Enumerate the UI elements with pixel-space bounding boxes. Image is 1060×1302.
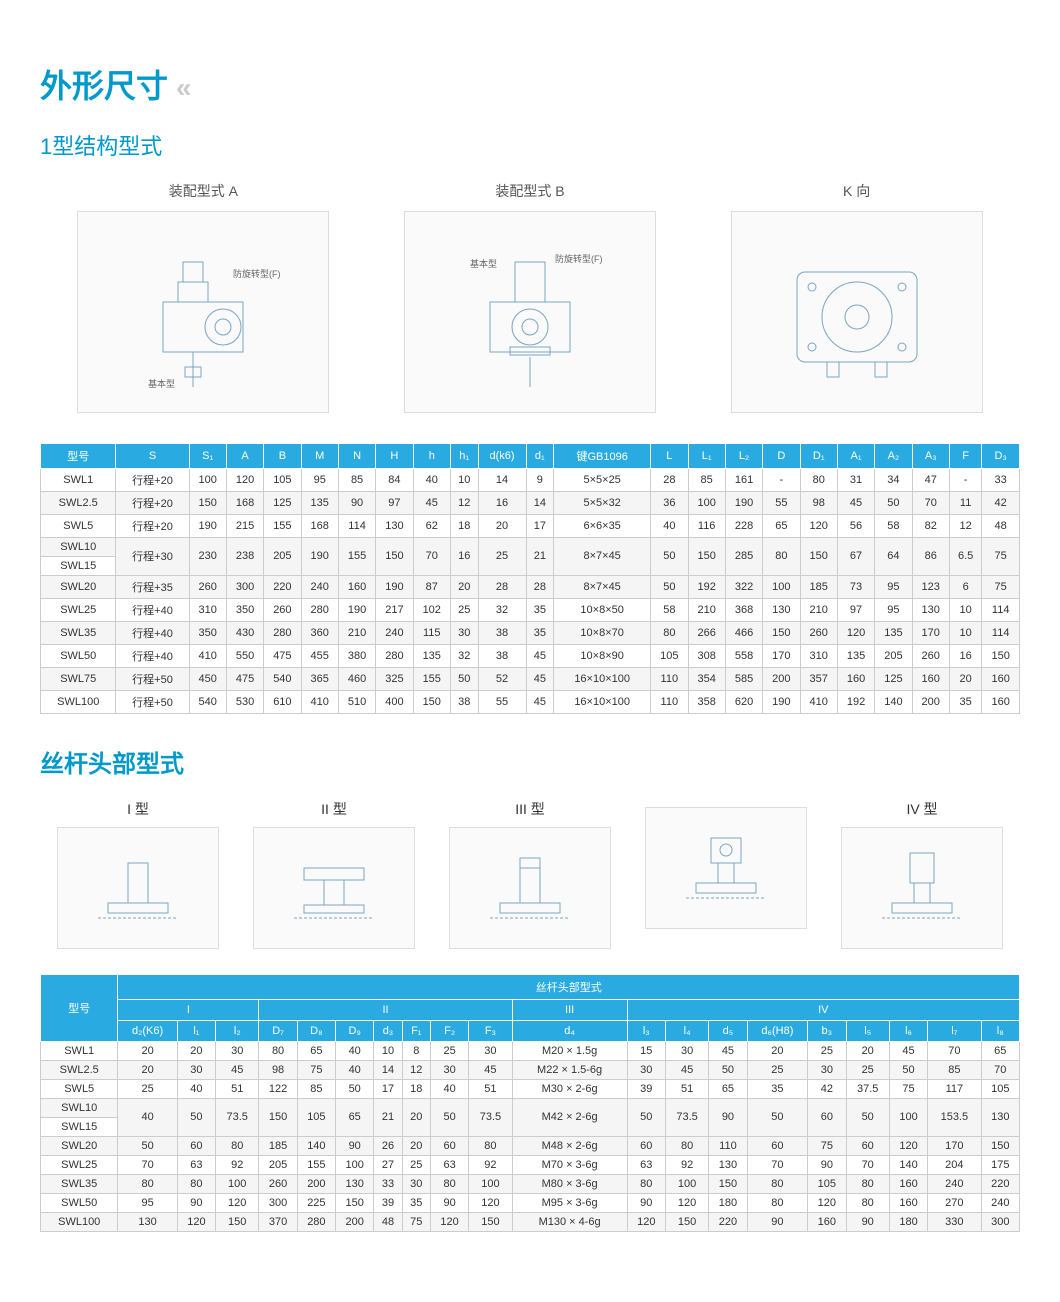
svg-text:防旋转型(F): 防旋转型(F) (233, 268, 281, 279)
t2-col-header: d₆(H8) (747, 1020, 808, 1041)
type-2-label: II 型 (253, 799, 415, 819)
diagram-k (731, 211, 983, 413)
t2-col-header: F₃ (469, 1020, 512, 1041)
table-row: SWL358080100260200130333080100M80 × 3-6g… (41, 1174, 1020, 1193)
t1-col-header: D₁ (800, 443, 837, 468)
t1-col-header: A (226, 443, 263, 468)
svg-text:基本型: 基本型 (148, 378, 175, 389)
t1-col-header: 型号 (41, 443, 116, 468)
table-row: SWL1行程+2010012010595858440101495×5×25288… (41, 468, 1020, 491)
t1-col-header: F (949, 443, 981, 468)
t2-col-header: l₈ (981, 1020, 1019, 1041)
type-4-label: IV 型 (841, 799, 1003, 819)
t2-col-header: d₃ (374, 1020, 402, 1041)
page-subtitle: 1型结构型式 (40, 129, 1020, 161)
t2-col-header: F₁ (402, 1020, 430, 1041)
t1-col-header: A₃ (912, 443, 949, 468)
t2-col-header: l₇ (928, 1020, 981, 1041)
diagram-b: 基本型 防旋转型(F) (404, 211, 656, 413)
diagram-a: 基本型 防旋转型(F) (77, 211, 329, 413)
t1-col-header: S (116, 443, 189, 468)
table-row: SWL5行程+20190215155168114130621820176×6×3… (41, 514, 1020, 537)
t2-col-header: l₄ (665, 1020, 708, 1041)
dimensions-table-1: 型号SS₁ABMNHhh₁d(k6)d₁键GB1096LL₁L₂DD₁A₁A₂A… (40, 443, 1020, 714)
t1-col-header: d(k6) (478, 443, 526, 468)
t2-col-header: F₂ (430, 1020, 468, 1041)
t1-col-header: L₂ (725, 443, 762, 468)
table-row: SWL25行程+4031035026028019021710225323510×… (41, 598, 1020, 621)
table-row: SWL10405073.51501056521205073.5M42 × 2-6… (41, 1098, 1020, 1117)
type-1-label: I 型 (57, 799, 219, 819)
t2-g4: IV (627, 999, 1019, 1020)
table-row: SWL35行程+4035043028036021024011530383510×… (41, 621, 1020, 644)
table-row: SWL12020308065401082530M20 × 1.5g1530452… (41, 1041, 1020, 1060)
t2-g2: II (259, 999, 512, 1020)
t1-col-header: L₁ (688, 443, 725, 468)
t1-col-header: h₁ (450, 443, 478, 468)
type-1-diagram (57, 827, 219, 949)
page-title: 外形尺寸« (40, 61, 1020, 107)
t2-model-header: 型号 (41, 974, 118, 1041)
t2-col-header: b₃ (808, 1020, 846, 1041)
diagram-b-label: 装配型式 B (404, 181, 656, 201)
t1-col-header: A₂ (875, 443, 912, 468)
t1-col-header: A₁ (837, 443, 874, 468)
type-4-diagram (841, 827, 1003, 949)
t1-col-header: B (264, 443, 301, 468)
t1-col-header: S₁ (189, 443, 226, 468)
table-row: SWL50行程+4041055047545538028013532384510×… (41, 644, 1020, 667)
table-row: SWL75行程+5045047554036546032515550524516×… (41, 667, 1020, 690)
t2-col-header: l₁ (177, 1020, 215, 1041)
table-row: SWL1001301201503702802004875120150M130 ×… (41, 1212, 1020, 1231)
t1-col-header: d₁ (526, 443, 554, 468)
type-2-diagram (253, 827, 415, 949)
svg-text:防旋转型(F): 防旋转型(F) (555, 253, 603, 264)
t1-col-header: M (301, 443, 338, 468)
t1-col-header: h (413, 443, 450, 468)
t2-g1: I (118, 999, 259, 1020)
table-row: SWL2570639220515510027256392M70 × 3-6g63… (41, 1155, 1020, 1174)
t2-col-header: D₇ (259, 1020, 297, 1041)
t2-group-title: 丝杆头部型式 (118, 974, 1020, 999)
t1-col-header: D₃ (982, 443, 1020, 468)
dimensions-table-2: 型号丝杆头部型式 I II III IV d₂(K6)l₁l₂D₇D₈D₉d₃F… (40, 974, 1020, 1232)
diagram-k-label: K 向 (731, 181, 983, 201)
t2-col-header: l₅ (846, 1020, 889, 1041)
table-row: SWL20行程+35260300220240160190872028288×7×… (41, 575, 1020, 598)
t2-col-header: D₉ (336, 1020, 374, 1041)
table-row: SWL5254051122855017184051M30 × 2-6g39516… (41, 1079, 1020, 1098)
t1-col-header: L (651, 443, 688, 468)
table-row: SWL205060801851409026206080M48 × 2-6g608… (41, 1136, 1020, 1155)
t1-col-header: N (338, 443, 375, 468)
t2-col-header: d₄ (512, 1020, 627, 1041)
svg-text:基本型: 基本型 (470, 258, 497, 269)
table-row: SWL10行程+30230238205190155150701625218×7×… (41, 537, 1020, 556)
t2-col-header: l₆ (889, 1020, 927, 1041)
diagram-row: 装配型式 A基本型防旋转型(F) 装配型式 B基本型防旋转型(F) K 向 (40, 181, 1020, 413)
t2-col-header: d₂(K6) (118, 1020, 177, 1041)
t1-col-header: 键GB1096 (554, 443, 651, 468)
chevron-icon: « (176, 72, 192, 103)
type-3b-diagram (645, 807, 807, 929)
t2-col-header: l₂ (216, 1020, 259, 1041)
table-row: SWL2.5行程+201501681251359097451216145×5×3… (41, 491, 1020, 514)
t2-g3: III (512, 999, 627, 1020)
table-row: SWL509590120300225150393590120M95 × 3-6g… (41, 1193, 1020, 1212)
table-row: SWL2.520304598754014123045M22 × 1.5-6g30… (41, 1060, 1020, 1079)
type-3-diagram (449, 827, 611, 949)
table-row: SWL100行程+5054053061041051040015038554516… (41, 690, 1020, 713)
type-diagram-row: I 型 II 型 III 型 IV 型 (40, 799, 1020, 949)
type-3-label: III 型 (449, 799, 611, 819)
t1-col-header: H (376, 443, 413, 468)
t1-col-header: D (763, 443, 800, 468)
section-2-title: 丝杆头部型式 (40, 744, 1020, 779)
t2-col-header: D₈ (297, 1020, 335, 1041)
diagram-a-label: 装配型式 A (77, 181, 329, 201)
t2-col-header: d₅ (709, 1020, 747, 1041)
t2-col-header: l₃ (627, 1020, 665, 1041)
